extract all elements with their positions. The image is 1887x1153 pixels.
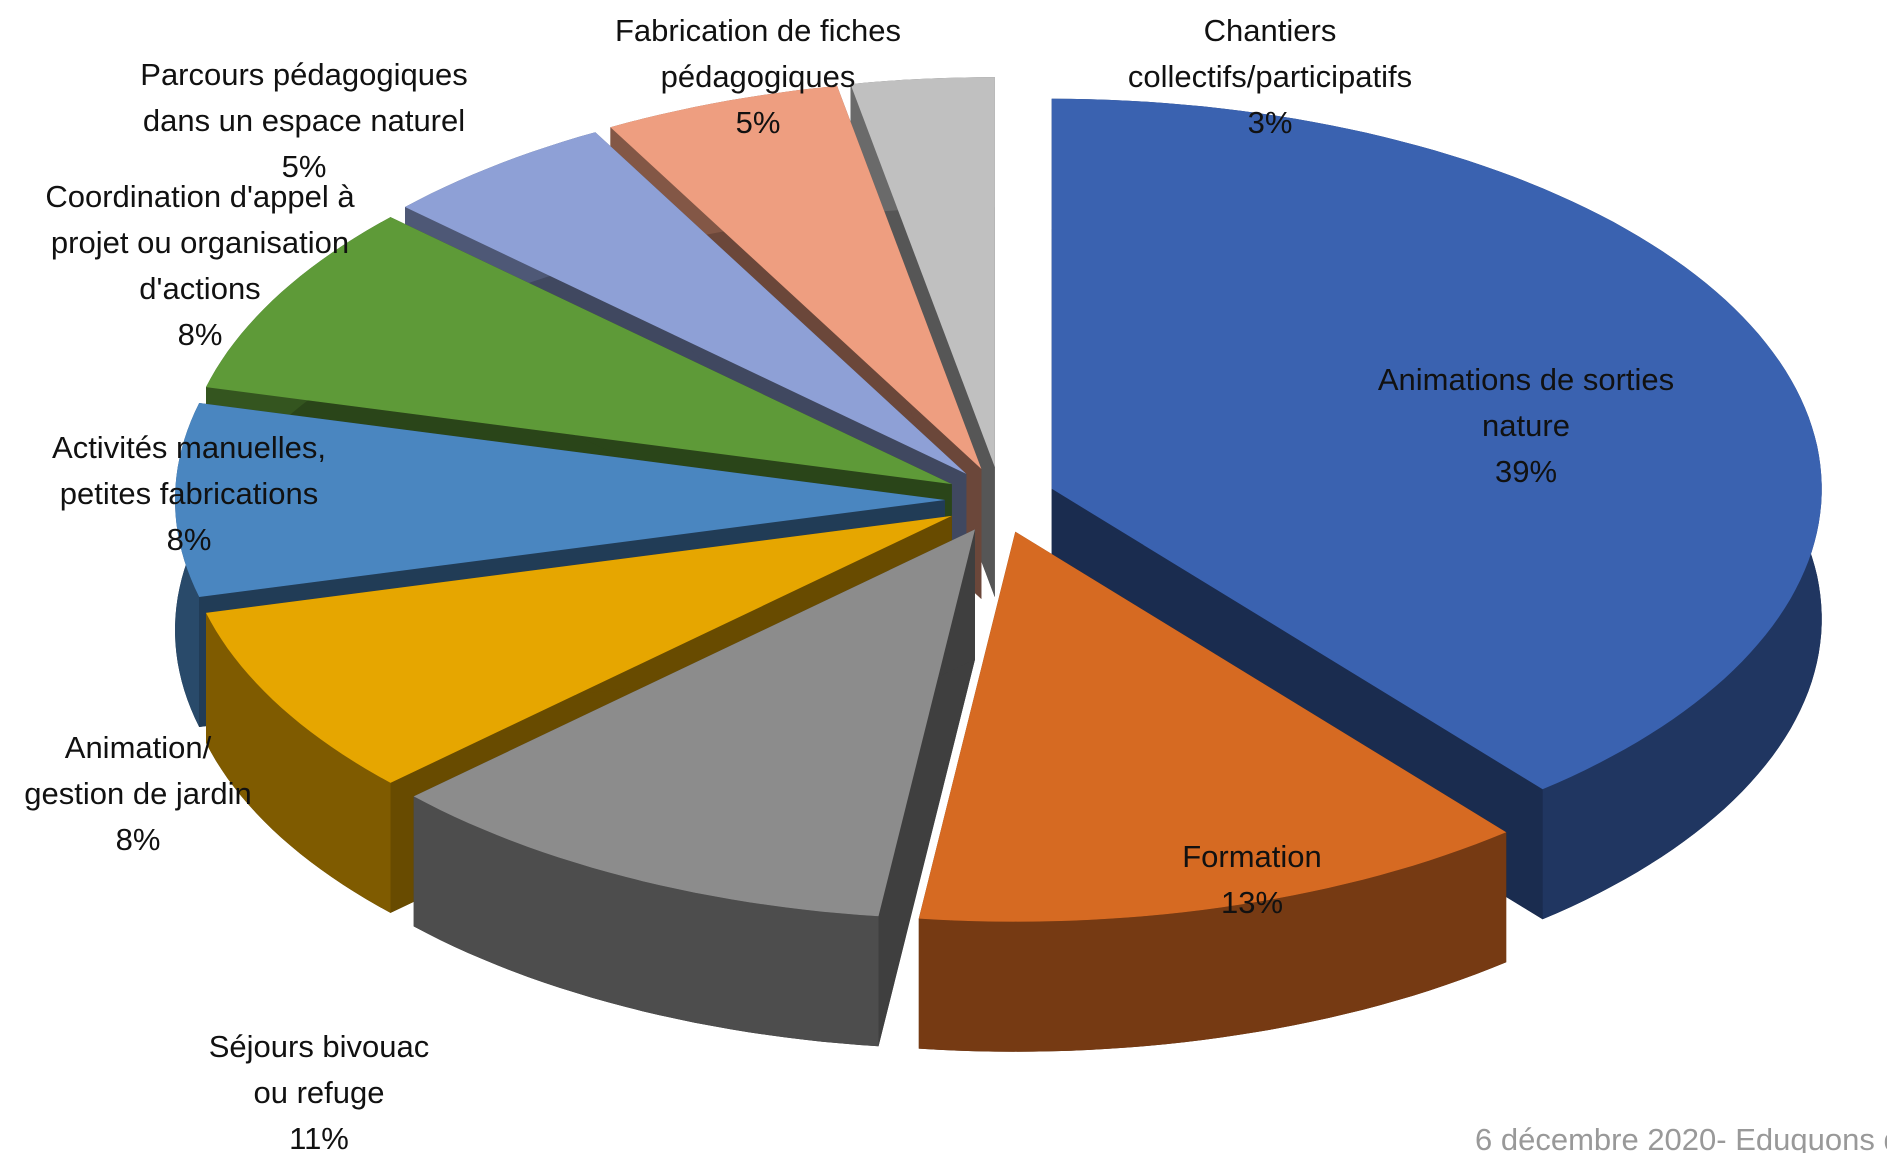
slice-top [206, 515, 952, 783]
slice-wall [206, 612, 391, 913]
slice-top [175, 403, 946, 597]
slice-top [405, 132, 967, 474]
value-label: 11% [289, 1121, 349, 1153]
category-label-line: Activités manuelles, [52, 430, 326, 465]
slice [413, 529, 975, 1047]
category-label-line: d'actions [139, 271, 260, 306]
data-label: Séjours bivouac ou refuge 11% [209, 1029, 430, 1153]
value-label: 39% [1495, 454, 1557, 489]
slice-top [413, 529, 975, 917]
slice-top [850, 77, 995, 468]
category-label-line: gestion de jardin [24, 776, 252, 811]
category-label-line: ou refuge [254, 1075, 385, 1110]
category-label-line: Parcours pédagogiques [140, 57, 467, 92]
category-label-line: Chantiers [1204, 13, 1337, 48]
category-label-line: pédagogiques [661, 59, 856, 94]
data-label: Activités manuelles, petites fabrications… [52, 430, 326, 557]
slice-top [918, 531, 1507, 922]
value-label: 8% [167, 522, 212, 557]
category-label-line: collectifs/participatifs [1128, 59, 1412, 94]
slice-wall [413, 796, 879, 1047]
category-label-line: Animation/ [65, 730, 212, 765]
category-label-line: dans un espace naturel [143, 103, 465, 138]
data-label: Parcours pédagogiques dans un espace natu… [140, 57, 467, 184]
value-label: 5% [282, 149, 327, 184]
slice-top [1051, 98, 1822, 790]
value-label: 5% [736, 105, 781, 140]
data-label: Formation 13% [1182, 839, 1322, 920]
data-label: Animation/gestion de jardin 8% [24, 730, 252, 857]
value-label: 8% [178, 317, 223, 352]
data-label: Fabrication de fiches pédagogiques 5% [615, 13, 901, 140]
category-label-line: Formation [1182, 839, 1322, 874]
data-label: Animations de sorties nature 39% [1378, 362, 1674, 489]
data-label: Chantiers collectifs/participatifs 3% [1128, 13, 1412, 140]
category-label-line: Animations de sorties [1378, 362, 1674, 397]
slice-wall [918, 832, 1507, 1052]
slice-top [206, 217, 952, 485]
value-label: 8% [116, 822, 161, 857]
category-label-line: Séjours bivouac [209, 1029, 430, 1064]
slice-top [610, 85, 982, 470]
value-label: 13% [1221, 885, 1283, 920]
category-label-line: nature [1482, 408, 1570, 443]
category-label-line: Fabrication de fiches [615, 13, 901, 48]
category-label-line: Coordination d'appel à [45, 179, 355, 214]
data-label: Coordination d'appel à projet ou organisa… [45, 179, 355, 352]
category-label-line: projet ou organisation [51, 225, 349, 260]
value-label: 3% [1248, 105, 1293, 140]
category-label-line: petites fabrications [60, 476, 318, 511]
slice [918, 531, 1507, 1052]
footer: 6 décembre 2020- Eduquons da [1475, 1122, 1887, 1153]
